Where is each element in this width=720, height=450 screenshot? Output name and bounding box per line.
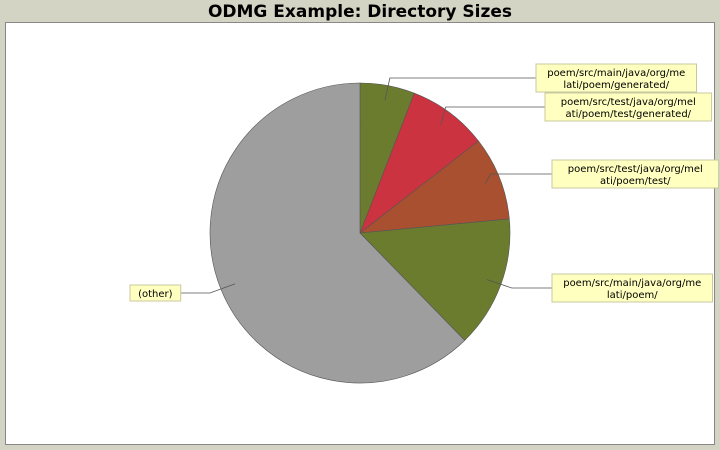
label-box (129, 284, 182, 302)
slice-label: lati/poem/ (607, 290, 658, 301)
slice-label: ati/poem/test/generated/ (566, 109, 692, 120)
chart-title: ODMG Example: Directory Sizes (208, 2, 512, 22)
slice-label: ati/poem/test/ (600, 176, 671, 187)
pie-slice (359, 140, 510, 234)
label-link (485, 173, 552, 184)
label-box (551, 273, 713, 303)
pie-slice (209, 82, 466, 384)
label-box (551, 159, 720, 189)
slice-label: lati/poem/generated/ (563, 80, 669, 91)
slice-label: poem/src/main/java/org/me (547, 68, 685, 79)
label-link (384, 77, 536, 101)
label-link (440, 106, 545, 125)
label-box (544, 92, 713, 122)
label-box (535, 63, 697, 93)
slice-label: poem/src/main/java/org/me (563, 278, 701, 289)
slice-label: (other) (138, 289, 173, 300)
label-link (180, 283, 236, 294)
slice-label: poem/src/test/java/org/mel (568, 164, 703, 175)
label-link (486, 279, 552, 289)
slice-label: poem/src/test/java/org/mel (561, 97, 696, 108)
